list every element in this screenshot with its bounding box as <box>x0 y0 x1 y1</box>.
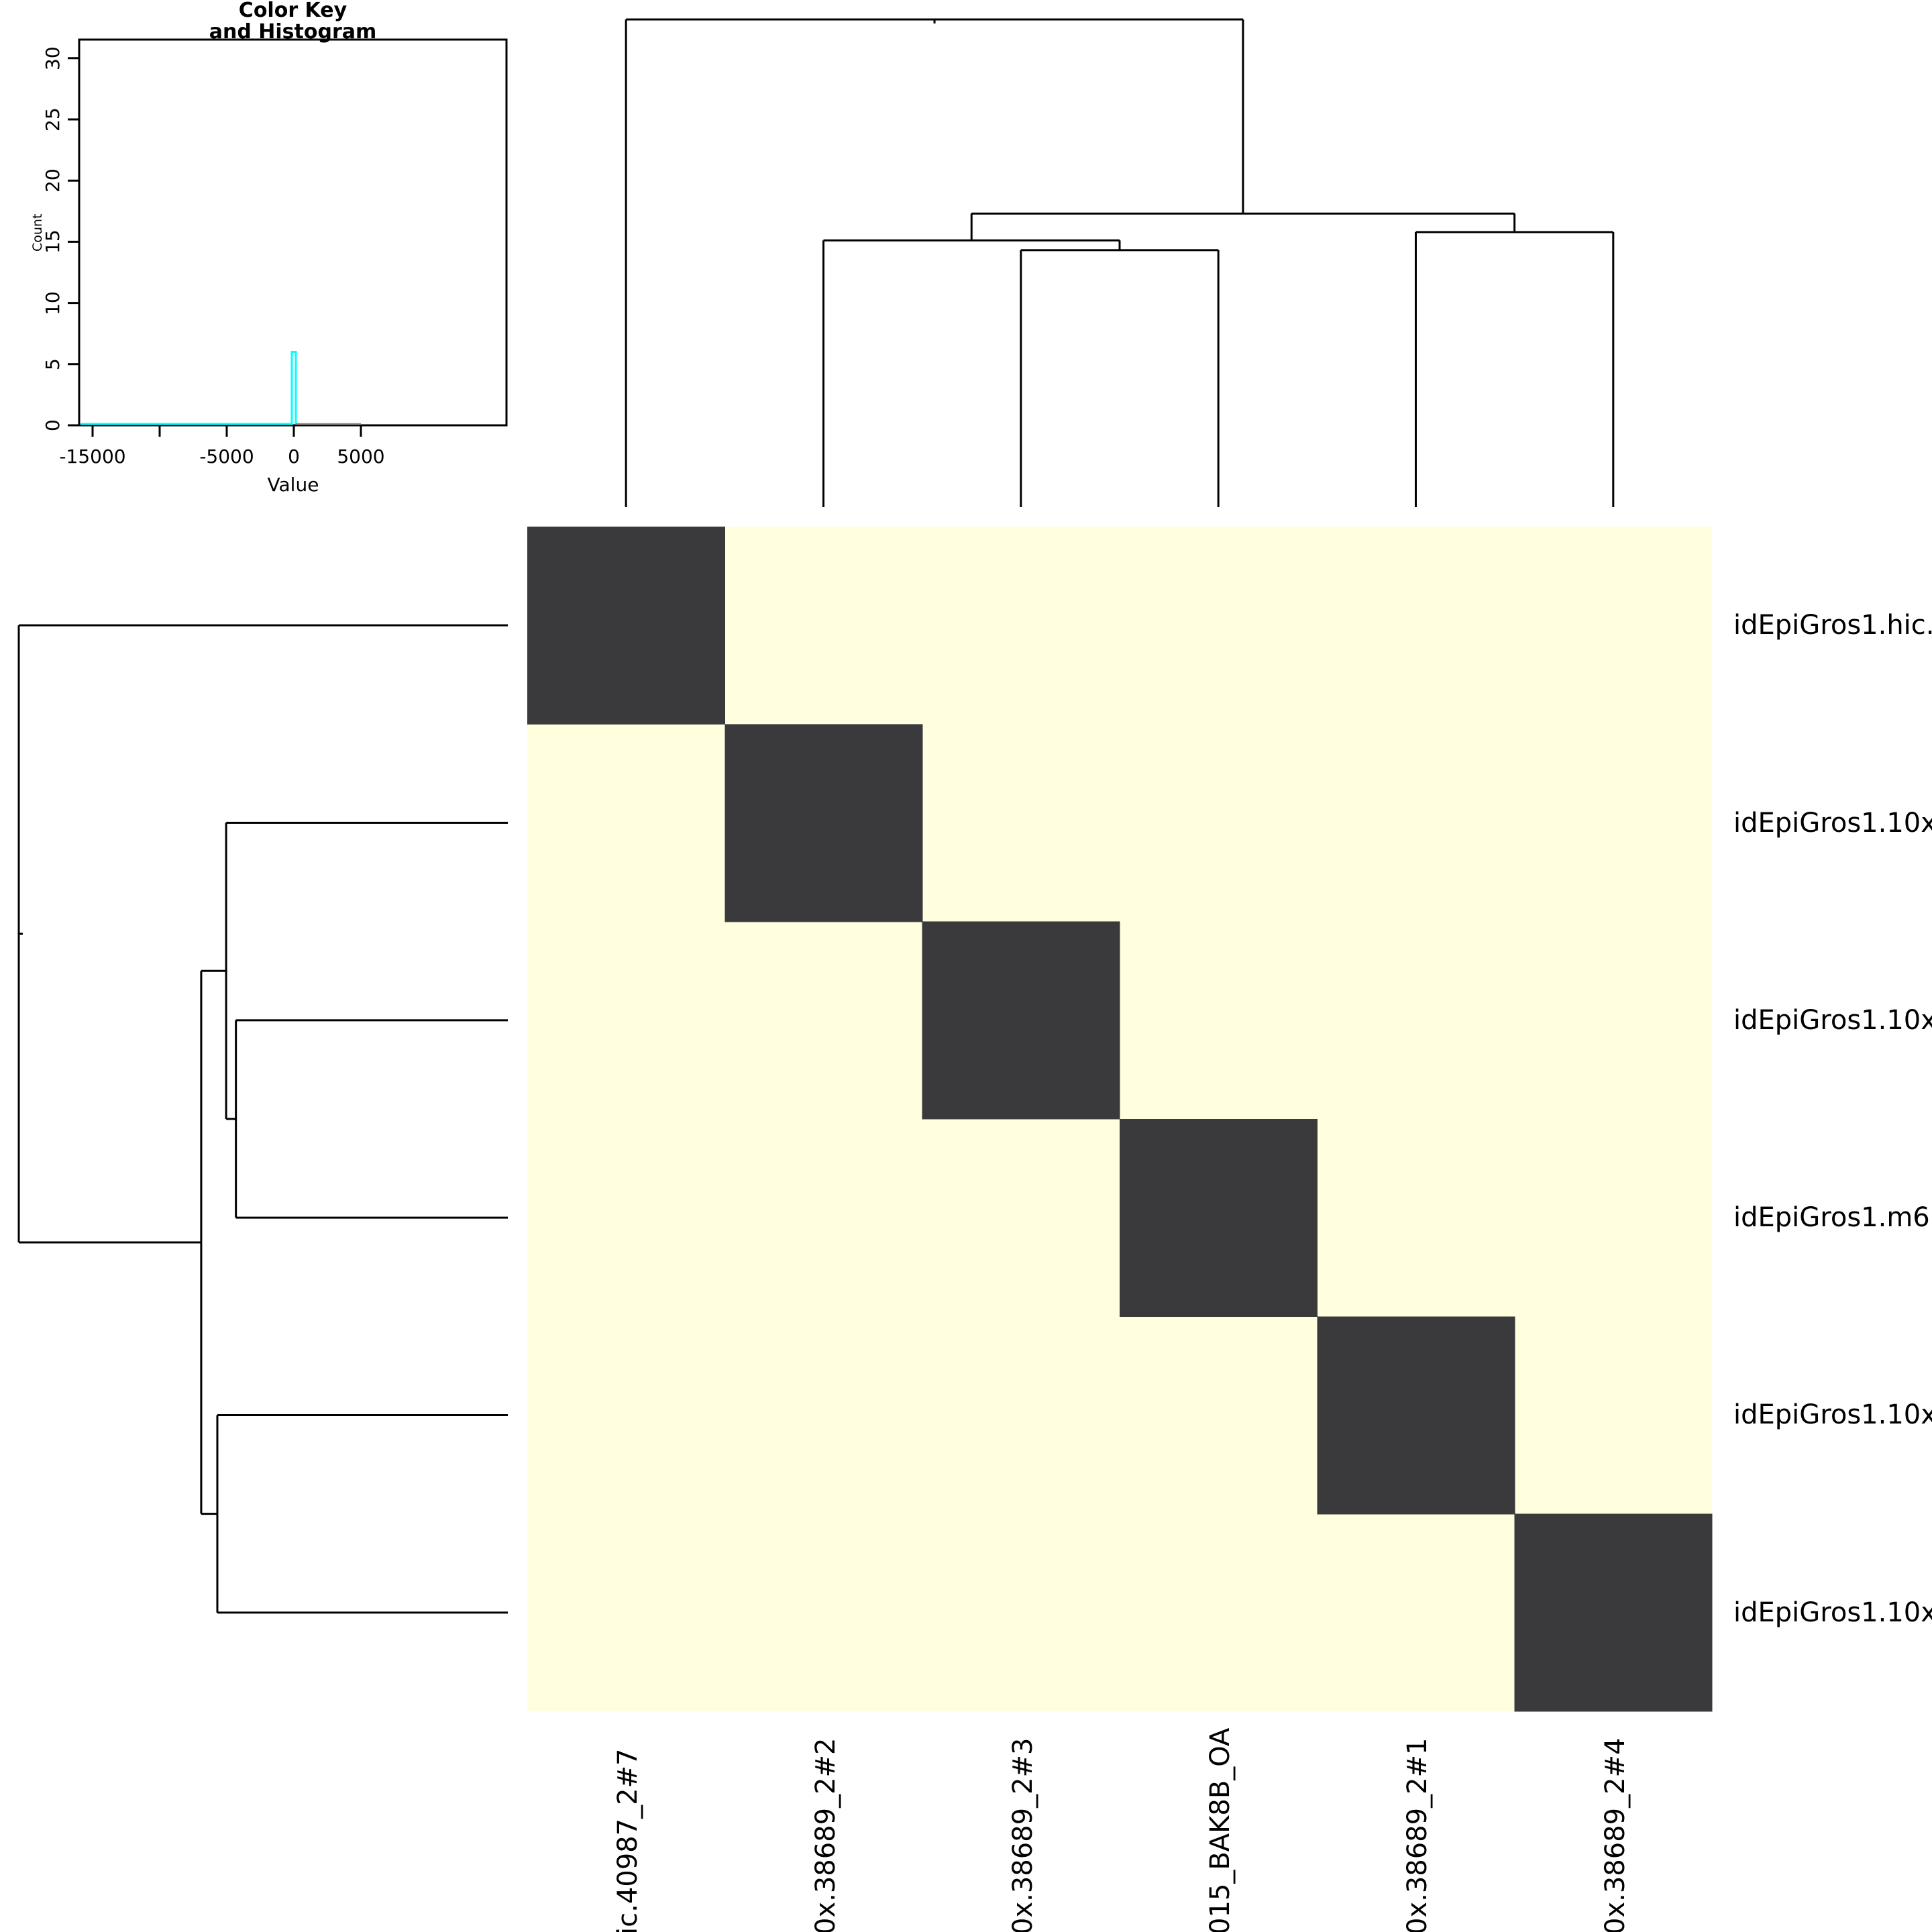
y-tick-label: 20 <box>42 168 64 193</box>
value-axis-label: Value <box>267 474 319 496</box>
x-tick-label: -15000 <box>59 445 126 468</box>
count-axis-label: Count <box>30 213 45 252</box>
y-tick-label: 10 <box>42 291 64 315</box>
x-tick-label: 0 <box>288 445 300 468</box>
color-key-title: Color Key and Histogram <box>79 0 506 43</box>
row-dendrogram <box>17 624 508 1614</box>
heatmap-cell-diagonal <box>724 724 923 922</box>
col-label: ic.40987_2#7 <box>612 1748 643 1932</box>
y-tick-label: 5 <box>42 358 64 370</box>
heatmap-cell-diagonal <box>1317 1316 1515 1515</box>
heatmap-cell-diagonal <box>922 921 1120 1120</box>
row-label: idEpiGros1.10x <box>1733 808 1932 839</box>
heatmap-cell-diagonal <box>1514 1513 1713 1712</box>
row-label: idEpiGros1.hic. <box>1733 610 1932 641</box>
column-dendrogram <box>625 18 1615 507</box>
y-tick-label: 0 <box>42 419 64 431</box>
heatmap-cells <box>527 527 1713 1712</box>
color-key <box>68 38 508 437</box>
row-label: idEpiGros1.m6 <box>1733 1202 1930 1233</box>
x-tick-label: -5000 <box>199 445 254 468</box>
col-label: 015_BAK8B_OA <box>1205 1727 1236 1932</box>
row-label: idEpiGros1.10x <box>1733 1597 1932 1628</box>
color-key-histogram-line <box>80 351 297 425</box>
y-tick-label: 30 <box>42 46 64 70</box>
col-label: 0x.38689_2#4 <box>1600 1737 1631 1932</box>
y-tick-label: 25 <box>42 107 64 131</box>
heatmap-cell-diagonal <box>527 527 725 724</box>
color-key-title-line1: Color Key <box>238 0 347 22</box>
row-label: idEpiGros1.10x <box>1733 1005 1932 1036</box>
x-tick-label: 5000 <box>337 445 385 468</box>
row-label: idEpiGros1.10x <box>1733 1399 1932 1430</box>
heatmap-cell-diagonal <box>1119 1118 1318 1317</box>
color-key-title-line2: and Histogram <box>209 20 377 44</box>
col-label: 0x.38689_2#3 <box>1008 1737 1038 1932</box>
col-label: 0x.38689_2#2 <box>810 1737 841 1932</box>
col-label: 0x.38689_2#1 <box>1402 1737 1433 1932</box>
